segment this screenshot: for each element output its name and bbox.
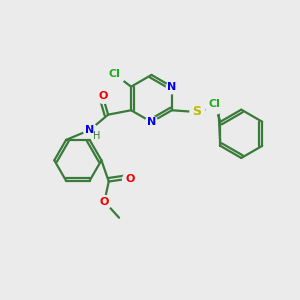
- Text: O: O: [100, 196, 109, 206]
- Text: N: N: [147, 117, 156, 127]
- Text: N: N: [85, 125, 94, 135]
- Text: N: N: [167, 82, 176, 92]
- Text: Cl: Cl: [208, 99, 220, 109]
- Text: Cl: Cl: [109, 69, 121, 79]
- Text: O: O: [98, 92, 107, 101]
- Text: H: H: [93, 131, 100, 142]
- Text: O: O: [125, 174, 135, 184]
- Text: S: S: [192, 105, 201, 118]
